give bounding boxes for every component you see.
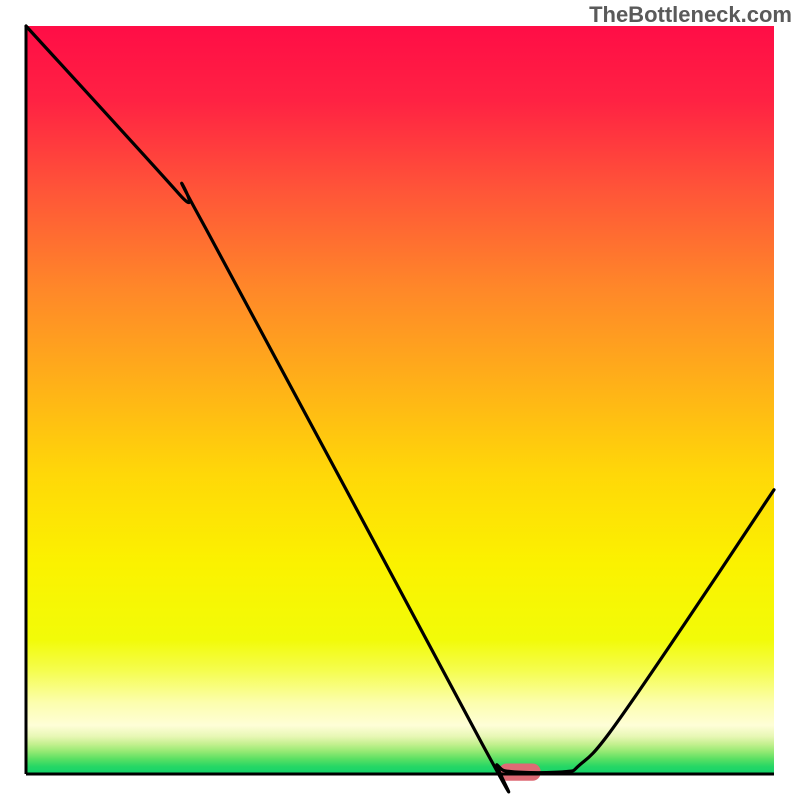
chart-container: TheBottleneck.com: [0, 0, 800, 800]
bottleneck-chart: [0, 0, 800, 800]
chart-background-gradient: [26, 26, 774, 774]
watermark-text: TheBottleneck.com: [589, 2, 792, 28]
